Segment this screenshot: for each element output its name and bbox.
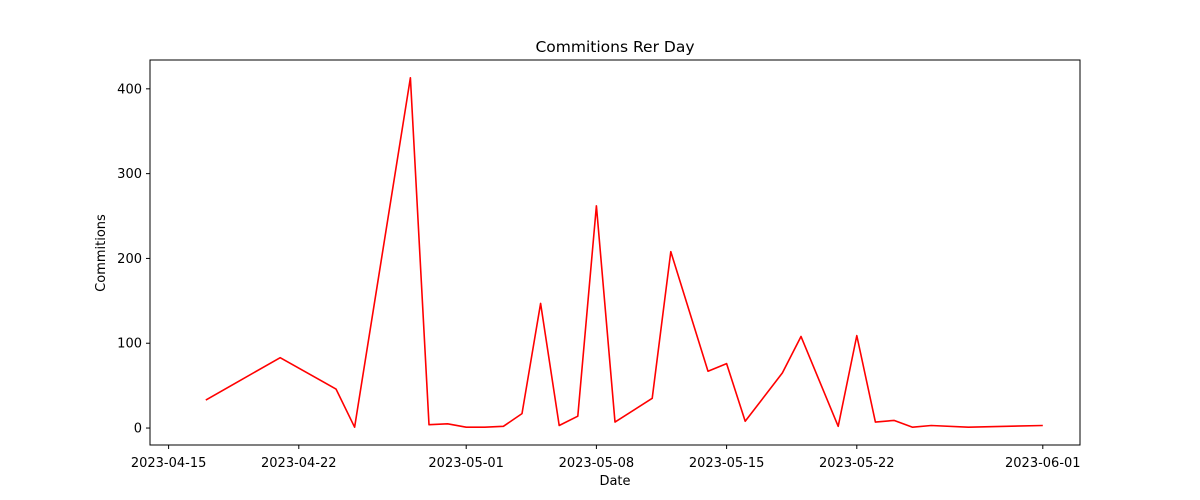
x-tick-label: 2023-05-15: [689, 456, 765, 471]
y-tick-label: 200: [117, 252, 142, 267]
x-tick-label: 2023-05-08: [559, 456, 635, 471]
y-axis: 0 100 200 300 400: [117, 82, 150, 437]
x-tick-label: 2023-04-22: [261, 456, 337, 471]
y-tick-label: 400: [117, 82, 142, 97]
series-line-0: [205, 77, 1043, 428]
x-tick-label: 2023-05-22: [819, 456, 895, 471]
y-tick-label: 300: [117, 167, 142, 182]
plot-frame: [149, 59, 1081, 446]
series-lines: [205, 77, 1043, 428]
y-tick-label: 100: [117, 337, 142, 352]
x-tick-label: 2023-05-01: [428, 456, 504, 471]
chart-title: Commitions Rer Day: [535, 38, 694, 56]
y-axis-label: Commitions: [94, 214, 109, 292]
x-tick-label: 2023-04-15: [131, 456, 207, 471]
x-tick-label: 2023-06-01: [1005, 456, 1081, 471]
x-axis: 2023-04-15 2023-04-22 2023-05-01 2023-05-08…: [131, 445, 1081, 471]
y-tick-label: 0: [134, 422, 142, 437]
x-axis-label: Date: [599, 474, 630, 489]
